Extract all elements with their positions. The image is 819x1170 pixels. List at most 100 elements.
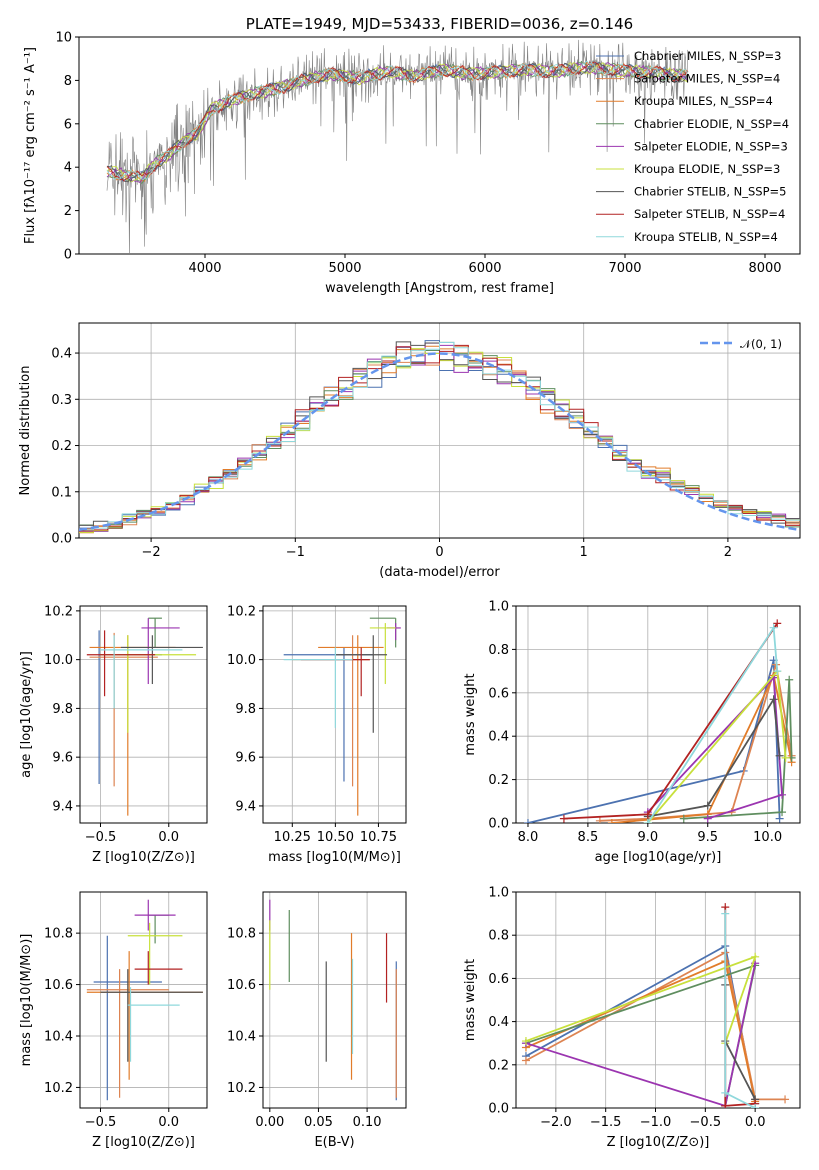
weight-marker	[721, 909, 730, 918]
y-tick-label: 0.6	[488, 972, 509, 987]
weight-marker	[703, 801, 712, 810]
chart-title: PLATE=1949, MJD=53433, FIBERID=0036, z=0…	[246, 15, 633, 33]
x-tick-label: 2	[724, 545, 732, 560]
y-tick-label: 9.4	[235, 799, 256, 814]
weight-marker	[769, 695, 778, 704]
panel-weight-vs-Z: −2.0 −1.5 −1.0 −0.5 0.0 0.0 0.2 0.4 0.6 0.8 1.0 Z […	[463, 886, 801, 1150]
spectrum-lines	[106, 39, 689, 254]
y-tick-label: 0.2	[488, 773, 509, 788]
weight-marker	[703, 814, 712, 823]
weight-series	[527, 660, 781, 823]
x-tick-label: −1.0	[640, 1115, 672, 1130]
axes-frame	[262, 605, 407, 824]
residual-histogram	[79, 341, 800, 531]
x-tick-label: 9.5	[697, 830, 718, 845]
x-tick-label: 0.00	[255, 1115, 284, 1130]
model-spectrum	[106, 61, 689, 183]
weight-series	[525, 955, 757, 1044]
y-tick-label: 10	[55, 31, 72, 46]
x-tick-label: 10.50	[317, 830, 354, 845]
y-tick-label: 0.4	[488, 1015, 509, 1030]
legend-label: Kroupa ELODIE, N_SSP=3	[634, 162, 780, 176]
panel-mass-vs-ebv: 0.00 0.05 0.10 10.2 10.4 10.6 10.8 E(B-V)	[227, 891, 407, 1150]
legend-label: Chabrier STELIB, N_SSP=5	[634, 185, 786, 199]
y-tick-label: 0	[64, 248, 72, 263]
y-tick-label: 9.6	[235, 751, 256, 766]
weight-marker	[781, 1095, 790, 1104]
y-tick-label: 10.8	[44, 927, 73, 942]
x-tick-label: 0.05	[304, 1115, 333, 1130]
weight-marker	[778, 790, 787, 799]
weight-marker	[521, 1037, 530, 1046]
legend-label: Salpeter ELODIE, N_SSP=3	[634, 139, 788, 153]
y-tick-label: 9.6	[52, 751, 73, 766]
y-tick-label: 0.0	[51, 532, 72, 547]
y-tick-label: 2	[64, 204, 72, 219]
y-tick-label: 0.0	[488, 1102, 509, 1117]
observed-spectrum	[106, 39, 688, 254]
x-tick-label: −0.5	[85, 1115, 117, 1130]
y-tick-label: 10.2	[227, 604, 256, 619]
weight-series	[525, 963, 757, 1107]
y-axis-label: mass [log10(M/M⊙)]	[19, 934, 34, 1067]
x-axis-label: age [log10(age/yr)]	[595, 850, 722, 865]
y-tick-label: 4	[64, 161, 72, 176]
y-axis-label: mass weight	[463, 673, 478, 755]
weight-series	[647, 696, 781, 818]
x-tick-label: 0	[435, 545, 443, 560]
y-tick-label: 0.2	[488, 1058, 509, 1073]
x-tick-label: 8.5	[578, 830, 599, 845]
y-tick-label: 10.8	[227, 927, 256, 942]
y-tick-label: 0.3	[51, 393, 72, 408]
x-tick-label: −1.5	[590, 1115, 622, 1130]
x-axis-label: wavelength [Angstrom, rest frame]	[325, 281, 554, 296]
axes-frame	[79, 605, 208, 824]
weight-marker	[559, 814, 568, 823]
weight-series	[525, 964, 757, 1107]
model-spectrum	[106, 60, 689, 181]
y-tick-label: 10.6	[227, 978, 256, 993]
y-tick-label: 0.1	[51, 485, 72, 500]
y-tick-label: 0.4	[51, 347, 72, 362]
weight-marker	[643, 819, 652, 823]
y-tick-label: 1.0	[488, 600, 509, 615]
legend-label: Kroupa MILES, N_SSP=4	[634, 94, 773, 108]
weight-marker	[751, 952, 760, 961]
weight-marker	[773, 667, 782, 676]
legend-label: Chabrier ELODIE, N_SSP=4	[634, 117, 789, 131]
axes-frame	[78, 36, 801, 255]
y-tick-label: 10.2	[44, 1081, 73, 1096]
y-tick-label: 6	[64, 117, 72, 132]
x-tick-label: 5000	[328, 261, 361, 276]
y-tick-label: 10.4	[227, 1030, 256, 1045]
x-axis-label: Z [log10(Z/Z⊙)]	[92, 1135, 195, 1150]
model-spectrum	[106, 60, 689, 185]
y-tick-label: 9.4	[52, 799, 73, 814]
y-tick-label: 0.6	[488, 686, 509, 701]
legend-label: Salpeter STELIB, N_SSP=4	[634, 207, 785, 221]
weight-marker	[607, 819, 616, 823]
weight-marker	[679, 814, 688, 823]
weight-marker	[778, 808, 787, 817]
x-tick-label: −2.0	[540, 1115, 572, 1130]
axes-frame	[515, 891, 801, 1109]
weight-marker	[769, 623, 778, 632]
weight-marker	[721, 1088, 730, 1097]
x-axis-label: mass [log10(M/M⊙)]	[268, 850, 401, 865]
y-tick-label: 10.0	[227, 653, 256, 668]
weight-lines	[521, 903, 790, 1108]
panel-spectrum: 4000 5000 6000 7000 8000 0 2 4 6 8 10 wavelength [A…	[23, 15, 801, 296]
panel-mass-vs-Z: −0.5 0.0 10.2 10.4 10.6 10.8 Z [log10(Z/Z⊙)] ma…	[19, 891, 208, 1150]
y-axis-label: age [log10(age/yr)]	[19, 651, 34, 778]
histograms	[79, 340, 800, 534]
y-tick-label: 9.8	[52, 702, 73, 717]
weight-marker	[643, 810, 652, 819]
x-tick-label: 0.0	[745, 1115, 766, 1130]
x-tick-label: 6000	[468, 261, 501, 276]
weight-lines	[523, 619, 796, 823]
panel-age-vs-Z: −0.5 0.0 9.4 9.6 9.8 10.0 10.2 Z [log10(Z/Z⊙)] a…	[19, 604, 208, 865]
y-tick-label: 0.8	[488, 929, 509, 944]
y-tick-label: 10.6	[44, 978, 73, 993]
axes-frame	[262, 891, 407, 1109]
panel-residuals: −2 −1 0 1 2 0.0 0.1 0.2 0.3 0.4 (data-model)/error…	[18, 322, 801, 580]
